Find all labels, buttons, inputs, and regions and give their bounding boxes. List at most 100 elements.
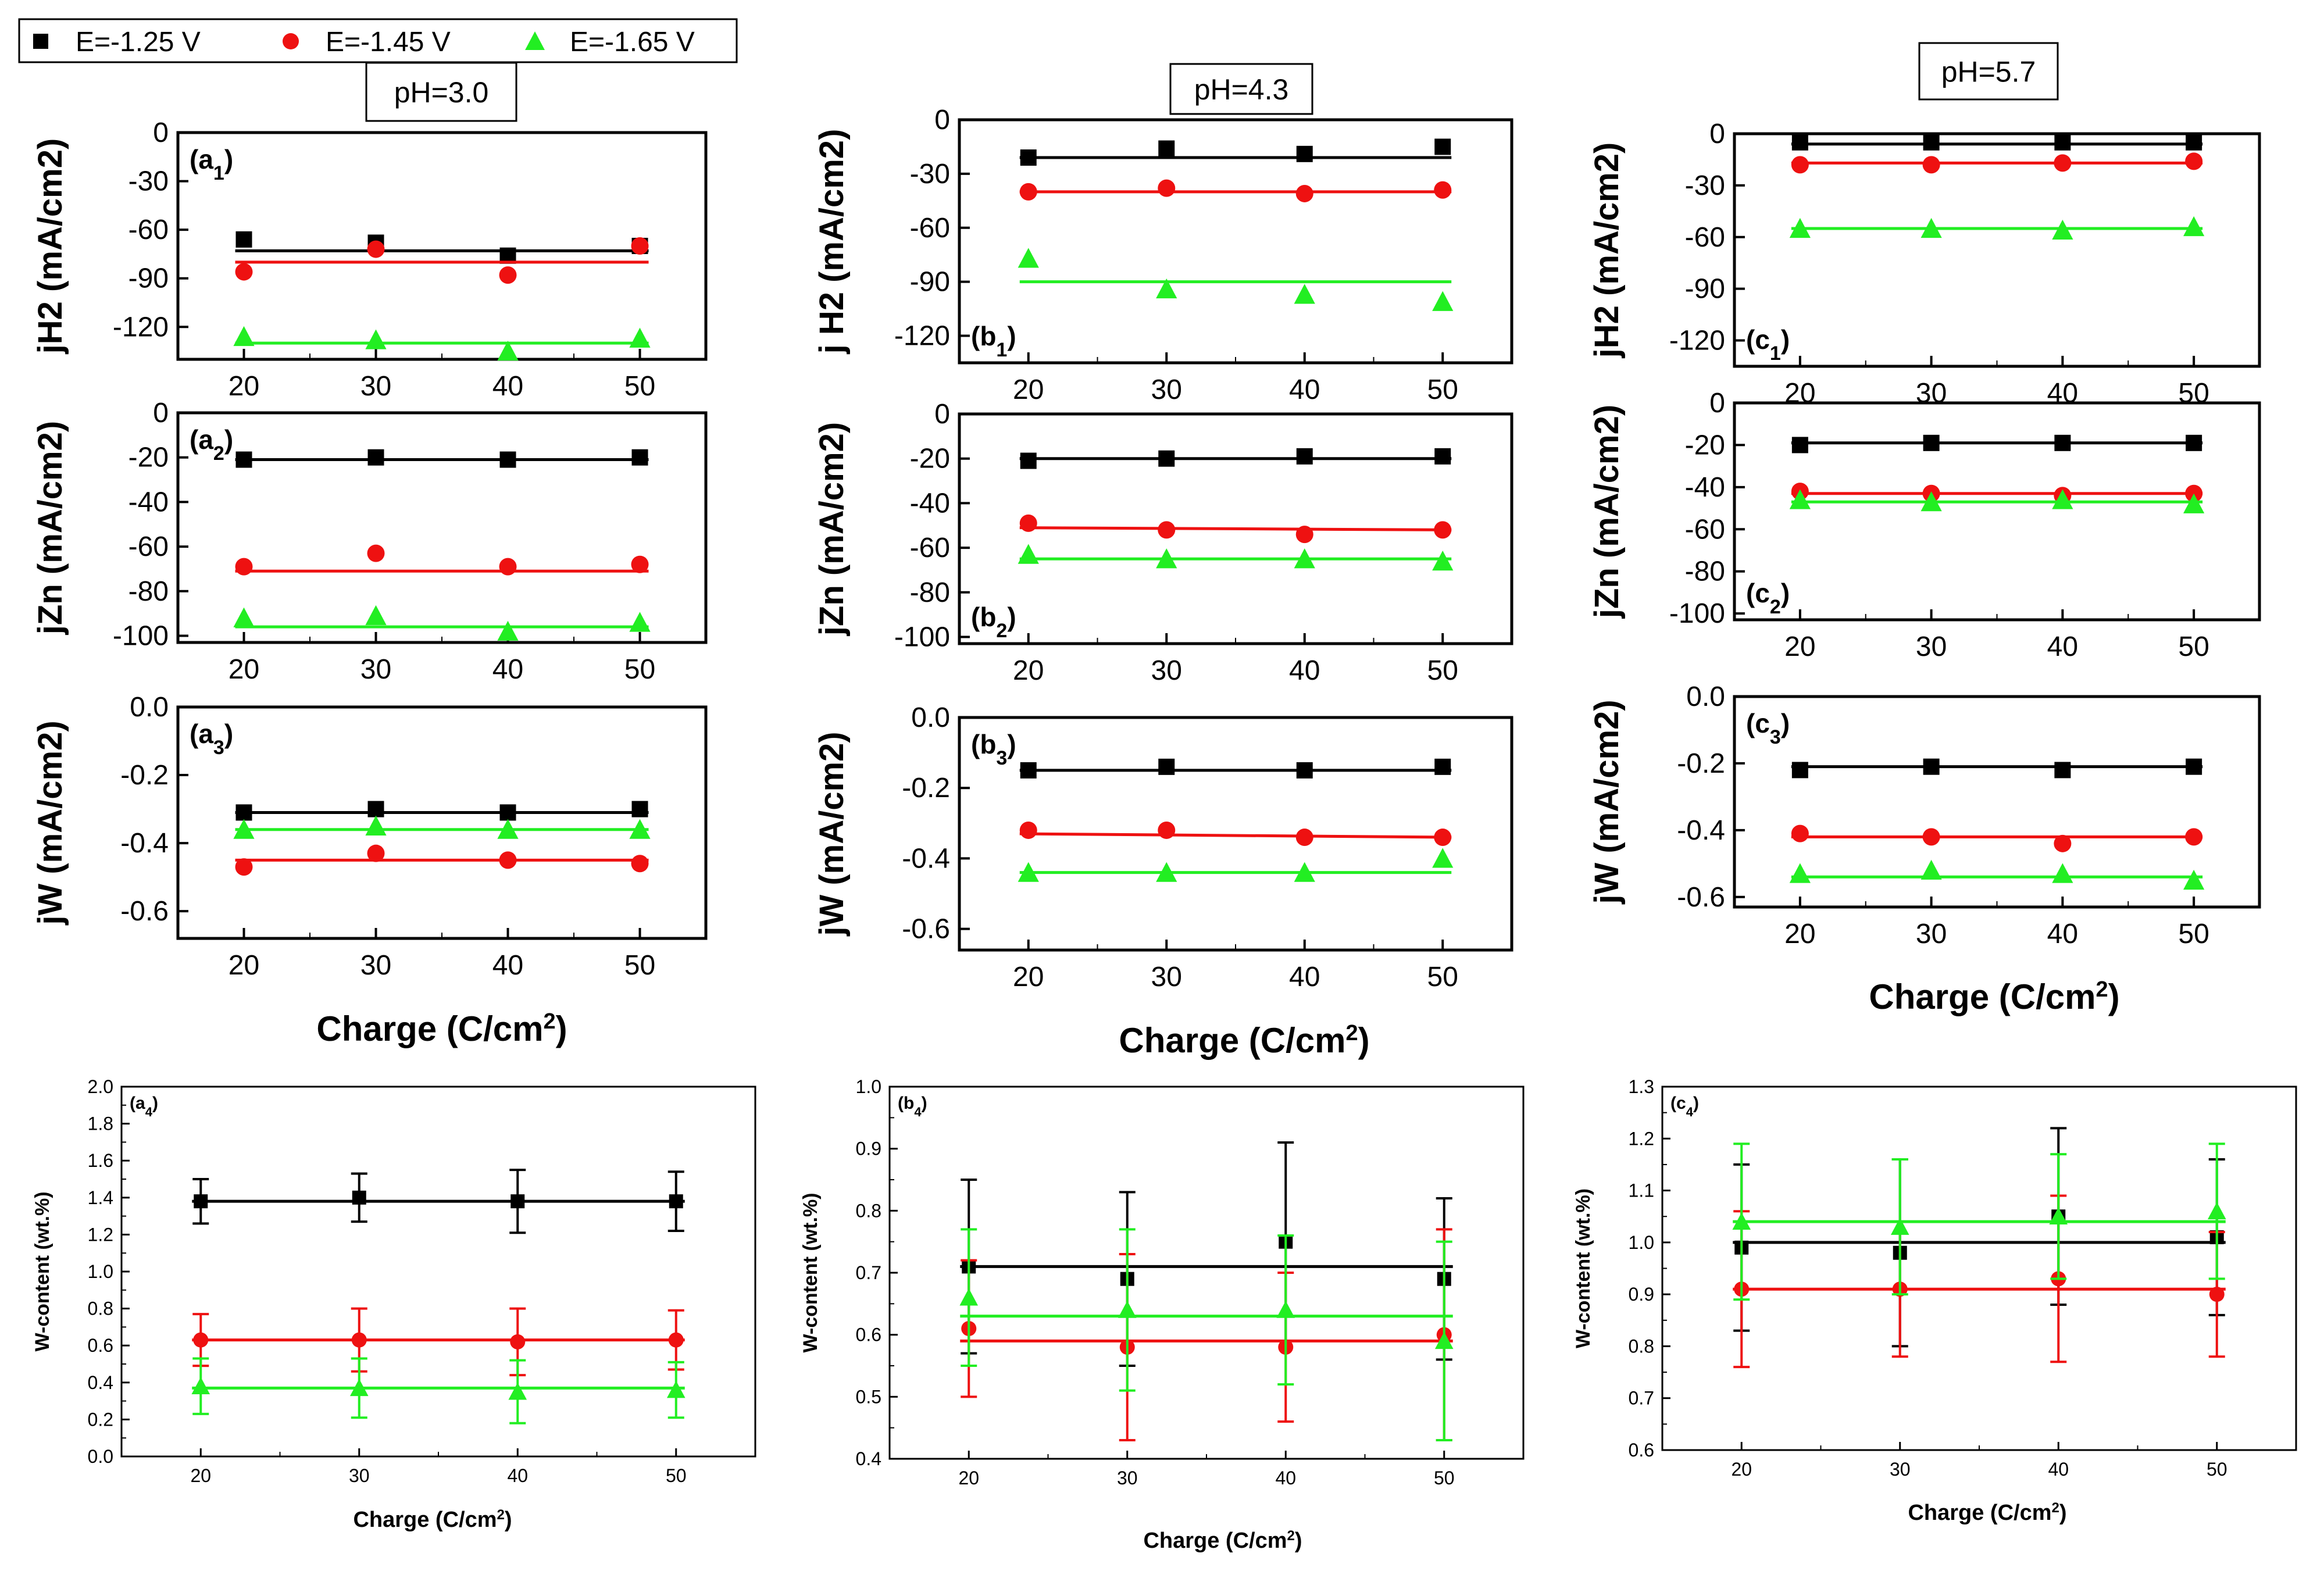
y-tick-label: -20 [128, 442, 169, 473]
panel-label: (c4) [1670, 1094, 1699, 1119]
series-3 [1018, 248, 1454, 311]
plot-frame [1733, 401, 2261, 622]
data-point [1920, 859, 1942, 880]
y-axis-label: W-content (wt.%) [1572, 1188, 1594, 1348]
series-1 [235, 801, 649, 821]
data-point [365, 815, 387, 836]
data-point [351, 1332, 367, 1348]
legend-label: E=-1.45 V [326, 27, 451, 58]
data-point [1295, 184, 1313, 202]
data-point [1432, 848, 1454, 868]
y-tick-label: -30 [128, 166, 169, 197]
data-point [499, 451, 516, 468]
data-point [193, 1332, 209, 1348]
data-point [1922, 156, 1940, 174]
series-3 [1789, 489, 2205, 513]
data-point [629, 819, 651, 839]
data-point [235, 858, 253, 876]
panel-label: (a3) [190, 719, 233, 759]
y-tick-label: 0.0 [1686, 681, 1725, 712]
series-2 [235, 237, 649, 284]
data-point [1920, 217, 1942, 238]
legend-label: E=-1.65 V [570, 27, 695, 58]
data-point [233, 819, 255, 839]
series-2 [1791, 824, 2203, 852]
panel-label-sub: 2 [213, 442, 224, 465]
x-tick-label: 40 [2048, 1459, 2069, 1480]
x-tick-label: 30 [360, 371, 391, 402]
y-axis-label: jH2 (mA/cm2) [1588, 142, 1626, 359]
y-axis-label: jW (mA/cm2) [813, 731, 851, 936]
y-tick-label: 0.5 [856, 1386, 881, 1407]
panel-label-sub: 2 [996, 620, 1007, 642]
fit-line [1019, 832, 1452, 839]
series-3 [1789, 216, 2205, 240]
panel-label-sub: 1 [213, 162, 224, 184]
data-point [1295, 526, 1313, 544]
x-tick-label: 30 [1916, 919, 1947, 949]
data-point [631, 855, 649, 873]
y-tick-label: -0.6 [1677, 882, 1725, 913]
data-point [1020, 149, 1037, 166]
x-tick-label: 50 [1434, 1468, 1455, 1488]
series-3 [233, 815, 651, 839]
panel-a3: 0.0 -0.2 -0.4 -0.6 20 30 40 50 (a3) jW (mA/cm2) [31, 692, 708, 981]
ph-text: pH=3.0 [394, 76, 489, 109]
data-point [497, 340, 519, 361]
data-point [194, 1194, 208, 1209]
data-point [2054, 154, 2072, 172]
panel-label-close: ) [224, 719, 233, 749]
x-tick-label: 50 [666, 1465, 687, 1486]
data-point [1791, 824, 1809, 842]
ph-box [365, 62, 517, 122]
x-tick-label: 20 [1731, 1459, 1752, 1480]
series-1 [960, 1141, 1453, 1367]
ph-label: pH=5.7 [1918, 42, 2059, 101]
data-point [367, 240, 385, 258]
data-point [1020, 762, 1037, 779]
data-point [631, 801, 648, 817]
panel-label: (b1) [971, 321, 1016, 361]
series-2 [1019, 514, 1452, 544]
panel-label-close: ) [1007, 729, 1016, 759]
y-axis-label: jW (mA/cm2) [31, 720, 69, 925]
x-tick-label: 40 [1275, 1468, 1296, 1488]
data-point [1156, 862, 1177, 882]
data-point [1018, 248, 1039, 268]
panel-label-close: ) [1693, 1094, 1699, 1113]
panel-label-close: ) [1781, 324, 1790, 355]
y-tick-label: 0 [153, 398, 169, 429]
series-2 [1791, 152, 2203, 174]
data-point [508, 1382, 527, 1400]
panel-label-close: ) [1781, 708, 1790, 738]
y-tick-label: 2.0 [88, 1076, 113, 1097]
data-point [2054, 762, 2071, 779]
y-tick-label: -0.2 [902, 773, 950, 804]
panel-label: (a2) [190, 424, 233, 465]
data-point [2052, 489, 2073, 509]
data-point [2185, 828, 2203, 846]
x-tick-label: 20 [1784, 631, 1815, 662]
data-point [1923, 758, 1940, 775]
plot-frame [176, 705, 708, 940]
ph-box [1169, 63, 1313, 115]
data-point [233, 326, 255, 347]
y-tick-label: 1.2 [1629, 1128, 1654, 1149]
y-axis-label: jZn (mA/cm2) [813, 422, 851, 636]
x-axis-label: Charge (C/cm2) [316, 1009, 567, 1048]
data-point [1019, 821, 1037, 839]
x-tick-label: 40 [1289, 962, 1320, 992]
data-point [629, 612, 651, 632]
x-axis-label: Charge (C/cm2) [1143, 1528, 1302, 1554]
data-point [1923, 134, 1940, 151]
data-point [1294, 284, 1315, 304]
x-tick-label: 50 [1427, 374, 1458, 405]
data-point [1019, 183, 1037, 201]
data-point [510, 1334, 526, 1349]
ph-text: pH=5.7 [1941, 56, 2036, 88]
data-point [668, 1332, 684, 1348]
data-point [1789, 863, 1811, 883]
data-point [365, 605, 387, 626]
y-axis-label: W-content (wt.%) [31, 1191, 53, 1351]
